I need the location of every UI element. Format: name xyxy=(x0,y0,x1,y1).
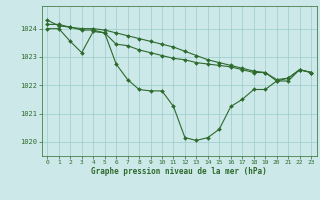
X-axis label: Graphe pression niveau de la mer (hPa): Graphe pression niveau de la mer (hPa) xyxy=(91,167,267,176)
